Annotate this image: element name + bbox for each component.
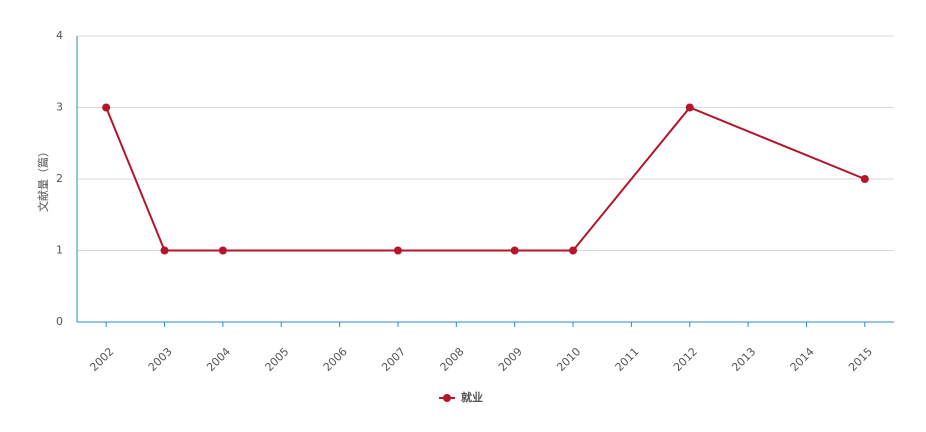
y-tick-label: 3 xyxy=(56,101,63,114)
y-tick-label: 2 xyxy=(56,172,63,185)
x-tick-label: 2015 xyxy=(846,345,875,374)
x-tick-label: 2011 xyxy=(613,345,642,374)
data-point xyxy=(685,103,694,112)
x-tick-label: 2013 xyxy=(729,345,758,374)
data-point xyxy=(393,246,402,255)
data-point xyxy=(160,246,169,255)
x-tick-label: 2007 xyxy=(379,345,408,374)
y-tick-label: 0 xyxy=(56,315,63,328)
y-tick-label: 1 xyxy=(56,244,63,257)
y-tick-label: 4 xyxy=(56,29,63,42)
x-tick-label: 2009 xyxy=(496,345,525,374)
x-tick-label: 2008 xyxy=(438,345,467,374)
x-tick-label: 2012 xyxy=(671,345,700,374)
x-tick-label: 2010 xyxy=(554,345,583,374)
legend-marker xyxy=(443,394,451,402)
x-tick-label: 2002 xyxy=(87,345,116,374)
x-tick-label: 2006 xyxy=(321,345,350,374)
data-point xyxy=(218,246,227,255)
data-point xyxy=(569,246,578,255)
data-point xyxy=(102,103,111,112)
data-point xyxy=(510,246,519,255)
data-point xyxy=(860,175,869,183)
legend-label: 就业 xyxy=(461,390,483,404)
x-tick-label: 2014 xyxy=(788,345,817,374)
x-tick-label: 2004 xyxy=(204,345,233,374)
y-axis-label: 文献量（篇） xyxy=(36,146,50,212)
series-line xyxy=(105,106,866,252)
x-tick-label: 2003 xyxy=(146,345,175,374)
x-tick-label: 2005 xyxy=(263,345,292,374)
